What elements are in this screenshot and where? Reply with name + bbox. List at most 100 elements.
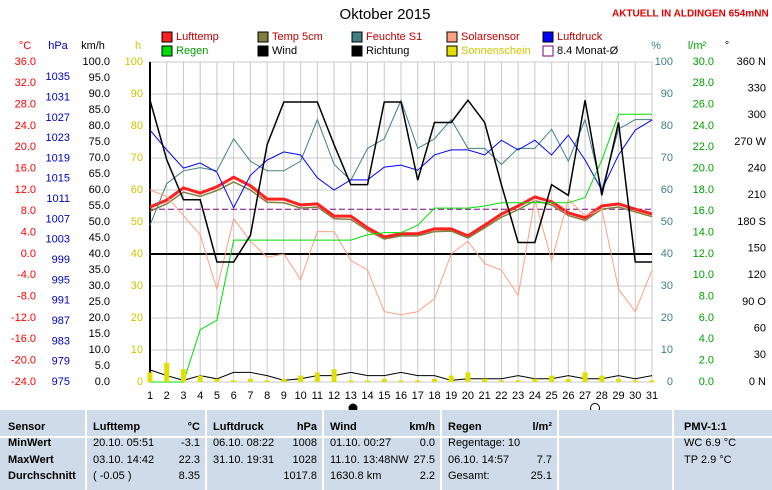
y-tick-label: 28.0 bbox=[15, 99, 36, 111]
x-tick-label: 4 bbox=[197, 390, 203, 402]
table-cell: 1630.8 km bbox=[330, 470, 382, 482]
table-cell: 27.5 bbox=[413, 453, 435, 466]
axis-title: km/h bbox=[81, 40, 105, 52]
sunshine-bar bbox=[298, 375, 304, 382]
y-tick-label: 975 bbox=[52, 376, 70, 388]
y-tick-label: 35.0 bbox=[89, 264, 110, 276]
sunshine-bar bbox=[398, 380, 404, 382]
table-header: PMV-1:1 bbox=[684, 421, 727, 433]
y-tick-label: 979 bbox=[52, 356, 70, 368]
y-tick-label: 80 bbox=[661, 120, 673, 132]
legend-label: Solarsensor bbox=[461, 31, 520, 43]
y-tick-label: 0.0 bbox=[699, 376, 714, 388]
y-tick-label: 4.0 bbox=[21, 227, 36, 239]
y-tick-label: 70 bbox=[661, 152, 673, 164]
sunshine-bar bbox=[482, 378, 488, 382]
legend-swatch bbox=[161, 31, 173, 43]
y-tick-label: 65.0 bbox=[89, 168, 110, 180]
y-tick-label: 20 bbox=[131, 312, 143, 324]
x-tick-label: 17 bbox=[412, 390, 424, 402]
legend-label: Wind bbox=[272, 45, 297, 57]
table-cell: Regentage: 10 bbox=[448, 437, 521, 449]
x-tick-label: 11 bbox=[312, 390, 323, 402]
table-cell: Gesamt: bbox=[448, 470, 490, 482]
table-header: Lufttemp bbox=[93, 421, 141, 433]
series-line bbox=[149, 181, 653, 240]
x-tick-label: 22 bbox=[495, 390, 507, 402]
sunshine-bar bbox=[348, 380, 354, 382]
legend-swatch bbox=[257, 31, 269, 43]
legend-label: 8.4 Monat-Ø bbox=[557, 45, 619, 57]
x-tick-label: 23 bbox=[512, 390, 524, 402]
table-header: Regen bbox=[448, 421, 482, 433]
y-tick-label: 2.0 bbox=[699, 355, 714, 367]
axis-title: l/m² bbox=[688, 40, 707, 52]
y-tick-label: 50.0 bbox=[89, 216, 110, 228]
sunshine-bar bbox=[549, 375, 555, 382]
series-line bbox=[149, 99, 652, 226]
x-tick-label: 2 bbox=[164, 390, 170, 402]
y-tick-label: 60 bbox=[661, 184, 673, 196]
x-tick-label: 19 bbox=[445, 390, 457, 402]
sunshine-bar bbox=[164, 362, 170, 382]
y-tick-label: 1031 bbox=[46, 91, 70, 103]
table-header: Wind bbox=[330, 421, 357, 433]
series-line bbox=[149, 119, 653, 209]
axis-title: h bbox=[135, 40, 141, 52]
y-tick-label: 32.0 bbox=[15, 77, 36, 89]
table-cell: 1028 bbox=[292, 453, 317, 466]
axis-title: hPa bbox=[48, 40, 68, 52]
y-tick-label: 90 bbox=[131, 88, 143, 100]
y-tick-label: 22.0 bbox=[693, 141, 714, 153]
y-tick-label: 1003 bbox=[46, 234, 70, 246]
table-header: l/m² bbox=[532, 421, 552, 433]
x-tick-label: 14 bbox=[361, 390, 373, 402]
axis-title: ° bbox=[725, 40, 729, 52]
legend-label: Feuchte S1 bbox=[366, 31, 422, 43]
row-sep bbox=[0, 436, 772, 438]
y-tick-label: 1019 bbox=[46, 152, 70, 164]
x-tick-label: 1 bbox=[147, 390, 153, 402]
sunshine-bar bbox=[147, 372, 153, 382]
x-tick-label: 18 bbox=[428, 390, 440, 402]
sunshine-bar bbox=[247, 378, 253, 382]
y-tick-label: 0 bbox=[667, 376, 673, 388]
y-tick-label: 100 bbox=[655, 56, 673, 68]
table-cell: 0.0 bbox=[419, 437, 435, 449]
y-tick-label: 30 bbox=[131, 280, 143, 292]
table-cell: 2.2 bbox=[419, 470, 435, 482]
table-cell: MaxWert bbox=[8, 453, 54, 466]
y-tick-label: 1015 bbox=[46, 173, 70, 185]
legend-swatch bbox=[257, 45, 269, 57]
legend-swatch bbox=[446, 31, 458, 43]
y-tick-label: 14.0 bbox=[693, 227, 714, 239]
legend-swatch bbox=[351, 31, 363, 43]
x-tick-label: 8 bbox=[264, 390, 270, 402]
stats-table: Sensor Lufttemp °C Luftdruck hPa Wind km/h Rege… bbox=[0, 410, 772, 490]
col-sep bbox=[205, 410, 207, 490]
x-tick-label: 26 bbox=[562, 390, 574, 402]
y-tick-label: 987 bbox=[52, 315, 70, 327]
y-tick-label: 20.0 bbox=[15, 141, 36, 153]
y-tick-label: 180 S bbox=[737, 216, 766, 228]
axis-title: °C bbox=[19, 40, 31, 52]
col-sep bbox=[322, 410, 324, 490]
sunshine-bar bbox=[231, 380, 237, 382]
table-header: Sensor bbox=[8, 421, 46, 433]
table-cell: 7.7 bbox=[536, 453, 552, 466]
sunshine-bar bbox=[281, 378, 287, 382]
x-tick-label: 9 bbox=[281, 390, 287, 402]
sunshine-bar bbox=[331, 369, 337, 382]
legend-swatch bbox=[161, 45, 173, 57]
y-tick-label: 30 bbox=[754, 349, 766, 361]
table-cell: 06.10. 08:22 bbox=[213, 437, 275, 449]
y-tick-label: 8.0 bbox=[699, 291, 714, 303]
legend-label: Luftdruck bbox=[557, 31, 603, 43]
y-tick-label: 30 bbox=[661, 280, 673, 292]
station-label: AKTUELL IN ALDINGEN 654mNN bbox=[612, 9, 769, 20]
y-tick-label: 70 bbox=[131, 152, 143, 164]
x-tick-label: 12 bbox=[328, 390, 340, 402]
sunshine-bar bbox=[314, 372, 320, 382]
y-tick-label: 20 bbox=[661, 312, 673, 324]
